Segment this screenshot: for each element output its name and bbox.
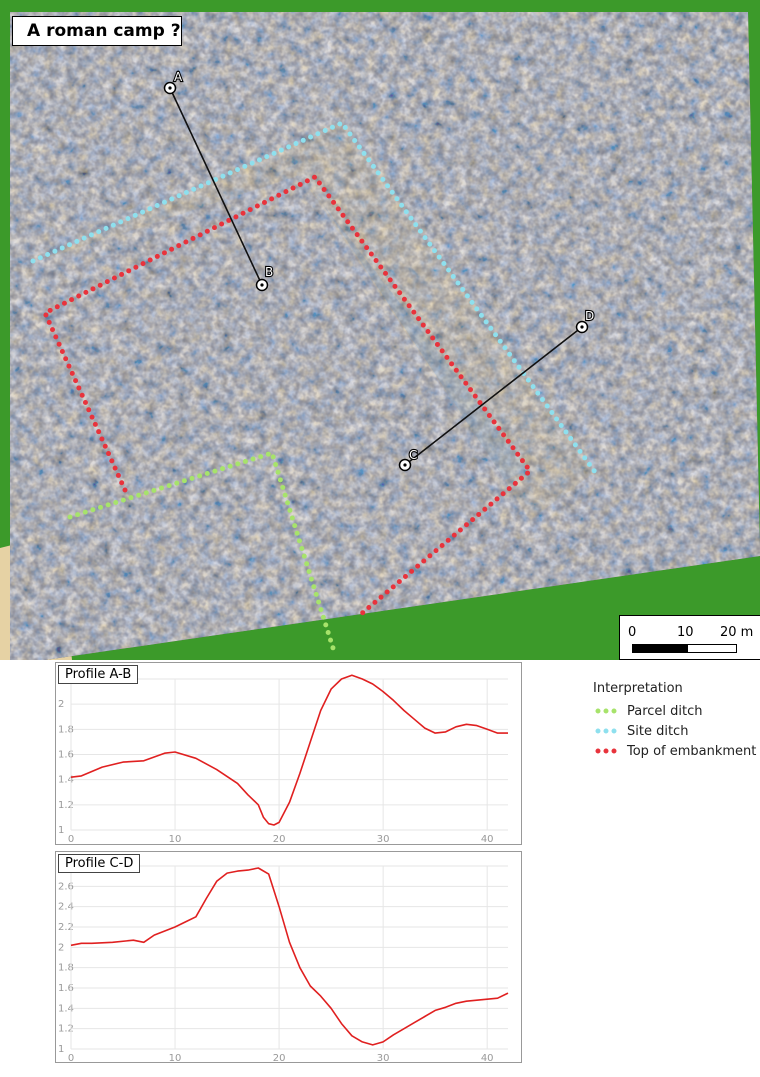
cd-x-tick-label: 0	[68, 1053, 74, 1064]
ab-y-tick-label: 1.2	[58, 800, 74, 811]
profile-ab-line	[169, 87, 263, 286]
point-a-label: A	[174, 70, 183, 84]
profile-cd-title: Profile C-D	[58, 854, 141, 873]
cd-y-tick-label: 2.6	[58, 881, 74, 892]
cd-y-tick-label: 1.2	[58, 1024, 74, 1035]
cd-y-tick-label: 1.6	[58, 983, 74, 994]
cd-y-tick-label: 1.4	[58, 1003, 74, 1014]
embankment-line	[41, 173, 534, 618]
cd-x-tick-label: 20	[273, 1053, 286, 1064]
ab-profile-line	[70, 674, 508, 826]
parcel-ditch-line	[67, 449, 336, 651]
ab-x-tick-label: 20	[273, 834, 286, 845]
cd-x-tick-label: 40	[481, 1053, 494, 1064]
legend-item-top-of-embankment: Top of embankment	[593, 741, 760, 761]
point-d-label: D	[585, 309, 594, 323]
ab-y-tick-label: 1.6	[58, 750, 74, 761]
scale-label-10: 10	[677, 625, 694, 640]
profile-cd-line	[404, 326, 583, 466]
ab-x-tick-label: 40	[481, 834, 494, 845]
cd-y-tick-label: 2.4	[58, 902, 74, 913]
ab-y-tick-label: 1	[58, 825, 64, 836]
profile-ab-title: Profile A-B	[58, 665, 139, 684]
point-c-label: C	[409, 448, 417, 462]
legend-item-parcel-ditch: Parcel ditch	[593, 701, 760, 721]
map-panel[interactable]: A B C D A roman camp ? 0 10 20 m	[0, 0, 760, 660]
scale-label-0: 0	[628, 625, 637, 640]
point-d-marker[interactable]: D	[575, 308, 595, 334]
scale-segment-white	[687, 644, 737, 653]
map-title: A roman camp ?	[12, 16, 182, 46]
legend-item-site-ditch: Site ditch	[593, 721, 760, 741]
point-c-marker[interactable]: C	[398, 447, 418, 472]
ab-y-tick-label: 2	[58, 699, 64, 710]
legend-label-parcel-ditch: Parcel ditch	[627, 703, 703, 719]
scale-bar: 0 10 20 m	[619, 615, 760, 660]
parcel-ditch-swatch-icon	[595, 708, 619, 714]
cd-y-tick-label: 2	[58, 942, 64, 953]
ab-x-tick-label: 10	[169, 834, 182, 845]
ab-y-tick-label: 1.8	[58, 724, 74, 735]
scale-label-20: 20 m	[720, 625, 754, 640]
embankment-swatch-icon	[595, 748, 619, 754]
cd-profile-line	[70, 867, 509, 1046]
legend-label-site-ditch: Site ditch	[627, 723, 689, 739]
hillshade-raster	[10, 12, 760, 660]
cd-y-tick-label: 2.2	[58, 922, 74, 933]
site-ditch-swatch-icon	[595, 728, 619, 734]
ab-x-tick-label: 30	[377, 834, 390, 845]
point-a-marker[interactable]: A	[163, 69, 184, 95]
cd-y-tick-label: 1	[58, 1044, 64, 1055]
profile-cd-plot: 11.21.41.61.822.22.42.62.8010203040	[58, 861, 509, 1064]
cd-x-tick-label: 10	[169, 1053, 182, 1064]
legend-title: Interpretation	[593, 681, 683, 696]
point-b-label: B	[265, 265, 273, 279]
scale-segment-black	[632, 644, 688, 653]
ab-x-tick-label: 0	[68, 834, 74, 845]
cd-x-tick-label: 30	[377, 1053, 390, 1064]
ab-y-tick-label: 1.4	[58, 775, 74, 786]
legend: Interpretation Parcel ditch Site ditch T…	[593, 681, 760, 761]
profile-cd-chart: 11.21.41.61.822.22.42.62.8010203040 Prof…	[55, 851, 522, 1064]
cd-y-tick-label: 1.8	[58, 963, 74, 974]
legend-label-top-of-embankment: Top of embankment	[627, 743, 757, 759]
point-b-marker[interactable]: B	[255, 264, 274, 292]
site-ditch-line	[30, 119, 598, 475]
map-canvas[interactable]: A B C D	[0, 0, 760, 660]
